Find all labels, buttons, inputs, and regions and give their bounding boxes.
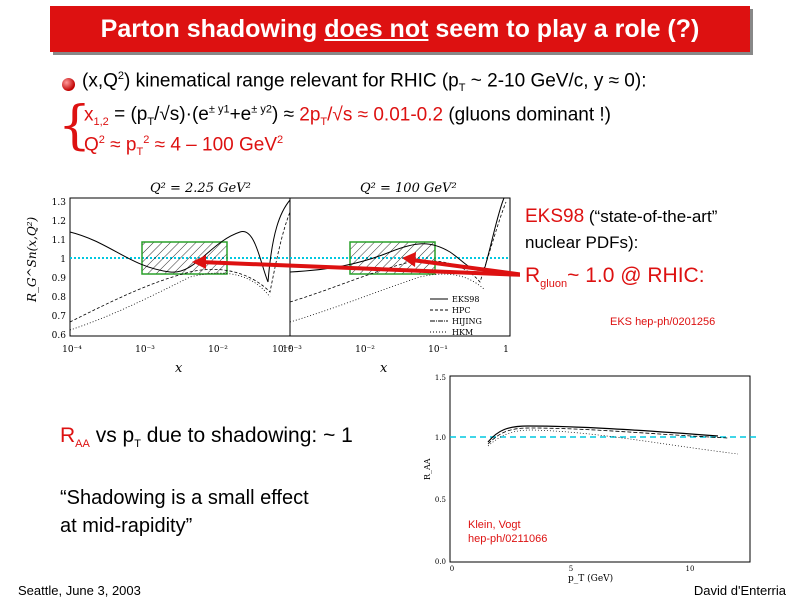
legend-entry: HKM — [452, 328, 473, 337]
xtick: 1 — [503, 345, 509, 355]
ytick: 0.5 — [435, 496, 446, 504]
curve-hkm-left — [69, 272, 271, 331]
raa-curve-3 — [487, 429, 739, 455]
brace-icon: { — [58, 96, 92, 156]
title-text-pre: Parton shadowing — [100, 15, 325, 43]
xtick: 0 — [450, 565, 454, 573]
curve-hkm-right — [289, 273, 486, 323]
legend-entry: HPC — [452, 306, 470, 315]
arrow-head-right — [402, 252, 416, 267]
ytick: 0.7 — [52, 312, 67, 322]
x-range-line: x1,2 = (pT/√s)·(e± y1+e± y2) ≈ 2pT/√s ≈ … — [84, 104, 611, 129]
arrow-line-left — [199, 260, 520, 277]
xtick: 10⁻⁴ — [62, 345, 82, 355]
xtick: 10⁻¹ — [272, 345, 292, 355]
eks-reference: EKS hep-ph/0201256 — [610, 316, 716, 328]
rhic-box-left — [141, 241, 228, 275]
title-text-post: seem to play a role (?) — [428, 15, 700, 43]
footer-author: David d'Enterria — [693, 583, 786, 598]
footer-location-date: Seattle, June 3, 2003 — [18, 583, 141, 598]
legend-entry: EKS98 — [452, 295, 479, 304]
ytick: 1.2 — [52, 217, 66, 227]
plot1-xlabel-right: x — [380, 361, 388, 376]
plot2-frame — [449, 375, 751, 563]
xtick: 10 — [686, 565, 695, 573]
xtick: 10⁻³ — [282, 345, 302, 355]
ytick: 1.3 — [52, 198, 67, 208]
ytick: 0.6 — [52, 331, 67, 341]
arrow-line-right — [411, 258, 520, 277]
xtick: 10⁻¹ — [428, 345, 448, 355]
plot1-ylabel: R_G^Sn(x,Q²) — [25, 216, 39, 303]
shadowing-quote: “Shadowing is a small effect at mid-rapi… — [60, 487, 309, 537]
ytick: 1.0 — [435, 434, 446, 442]
title-text-underlined: does not — [324, 15, 429, 43]
raa-curve-1 — [487, 425, 719, 443]
curve-eks98-right — [289, 197, 505, 273]
plot2-ylabel: R_AA — [423, 458, 432, 480]
curve-eks98-left — [69, 199, 291, 283]
ytick: 0.8 — [52, 293, 67, 303]
xtick: 10⁻² — [208, 345, 228, 355]
curve-hpc-right — [289, 201, 507, 303]
ytick: 0.9 — [52, 274, 67, 284]
slide-title: Parton shadowing does not seem to play a… — [50, 6, 750, 52]
bullet-kinematic-range: (x,Q2) kinematical range relevant for RH… — [82, 70, 647, 95]
xtick: 10⁻³ — [135, 345, 155, 355]
rgluon-statement: Rgluon~ 1.0 @ RHIC: — [525, 264, 705, 291]
curve-hpc-left — [69, 211, 291, 323]
raa-statement: RAA vs pT due to shadowing: ~ 1 — [60, 424, 353, 451]
eks98-label: EKS98 (“state-of-the-art” nuclear PDFs): — [525, 206, 718, 252]
panel-left-title: Q² = 2.25 GeV² — [150, 181, 251, 196]
ytick: 1.5 — [435, 374, 446, 382]
xtick: 10⁻² — [355, 345, 375, 355]
plot1-xlabel-left: x — [175, 361, 183, 376]
panel-right-title: Q² = 100 GeV² — [360, 181, 457, 196]
shadowing-ratio-plot: Q² = 2.25 GeV² Q² = 100 GeV² R_G^Sn(x,Q²… — [25, 181, 520, 376]
q2-range-line: Q2 ≈ pT2 ≈ 4 – 100 GeV2 — [84, 134, 284, 159]
plot2-xlabel: p_T (GeV) — [568, 573, 613, 584]
ytick: 1.1 — [52, 236, 66, 246]
raa-curve-2 — [487, 427, 729, 445]
klein-vogt-reference: Klein, Vogt hep-ph/0211066 — [468, 519, 548, 545]
bullet-icon — [62, 78, 75, 91]
ytick: 1 — [60, 255, 66, 265]
legend-entry: HIJING — [452, 317, 482, 326]
xtick: 5 — [569, 565, 573, 573]
arrow-head-left — [192, 255, 206, 269]
raa-vs-pt-plot: 1.5 1.0 0.5 0.0 0 5 10 R_AA p_T (GeV) — [423, 374, 758, 584]
ytick: 0.0 — [435, 558, 446, 566]
